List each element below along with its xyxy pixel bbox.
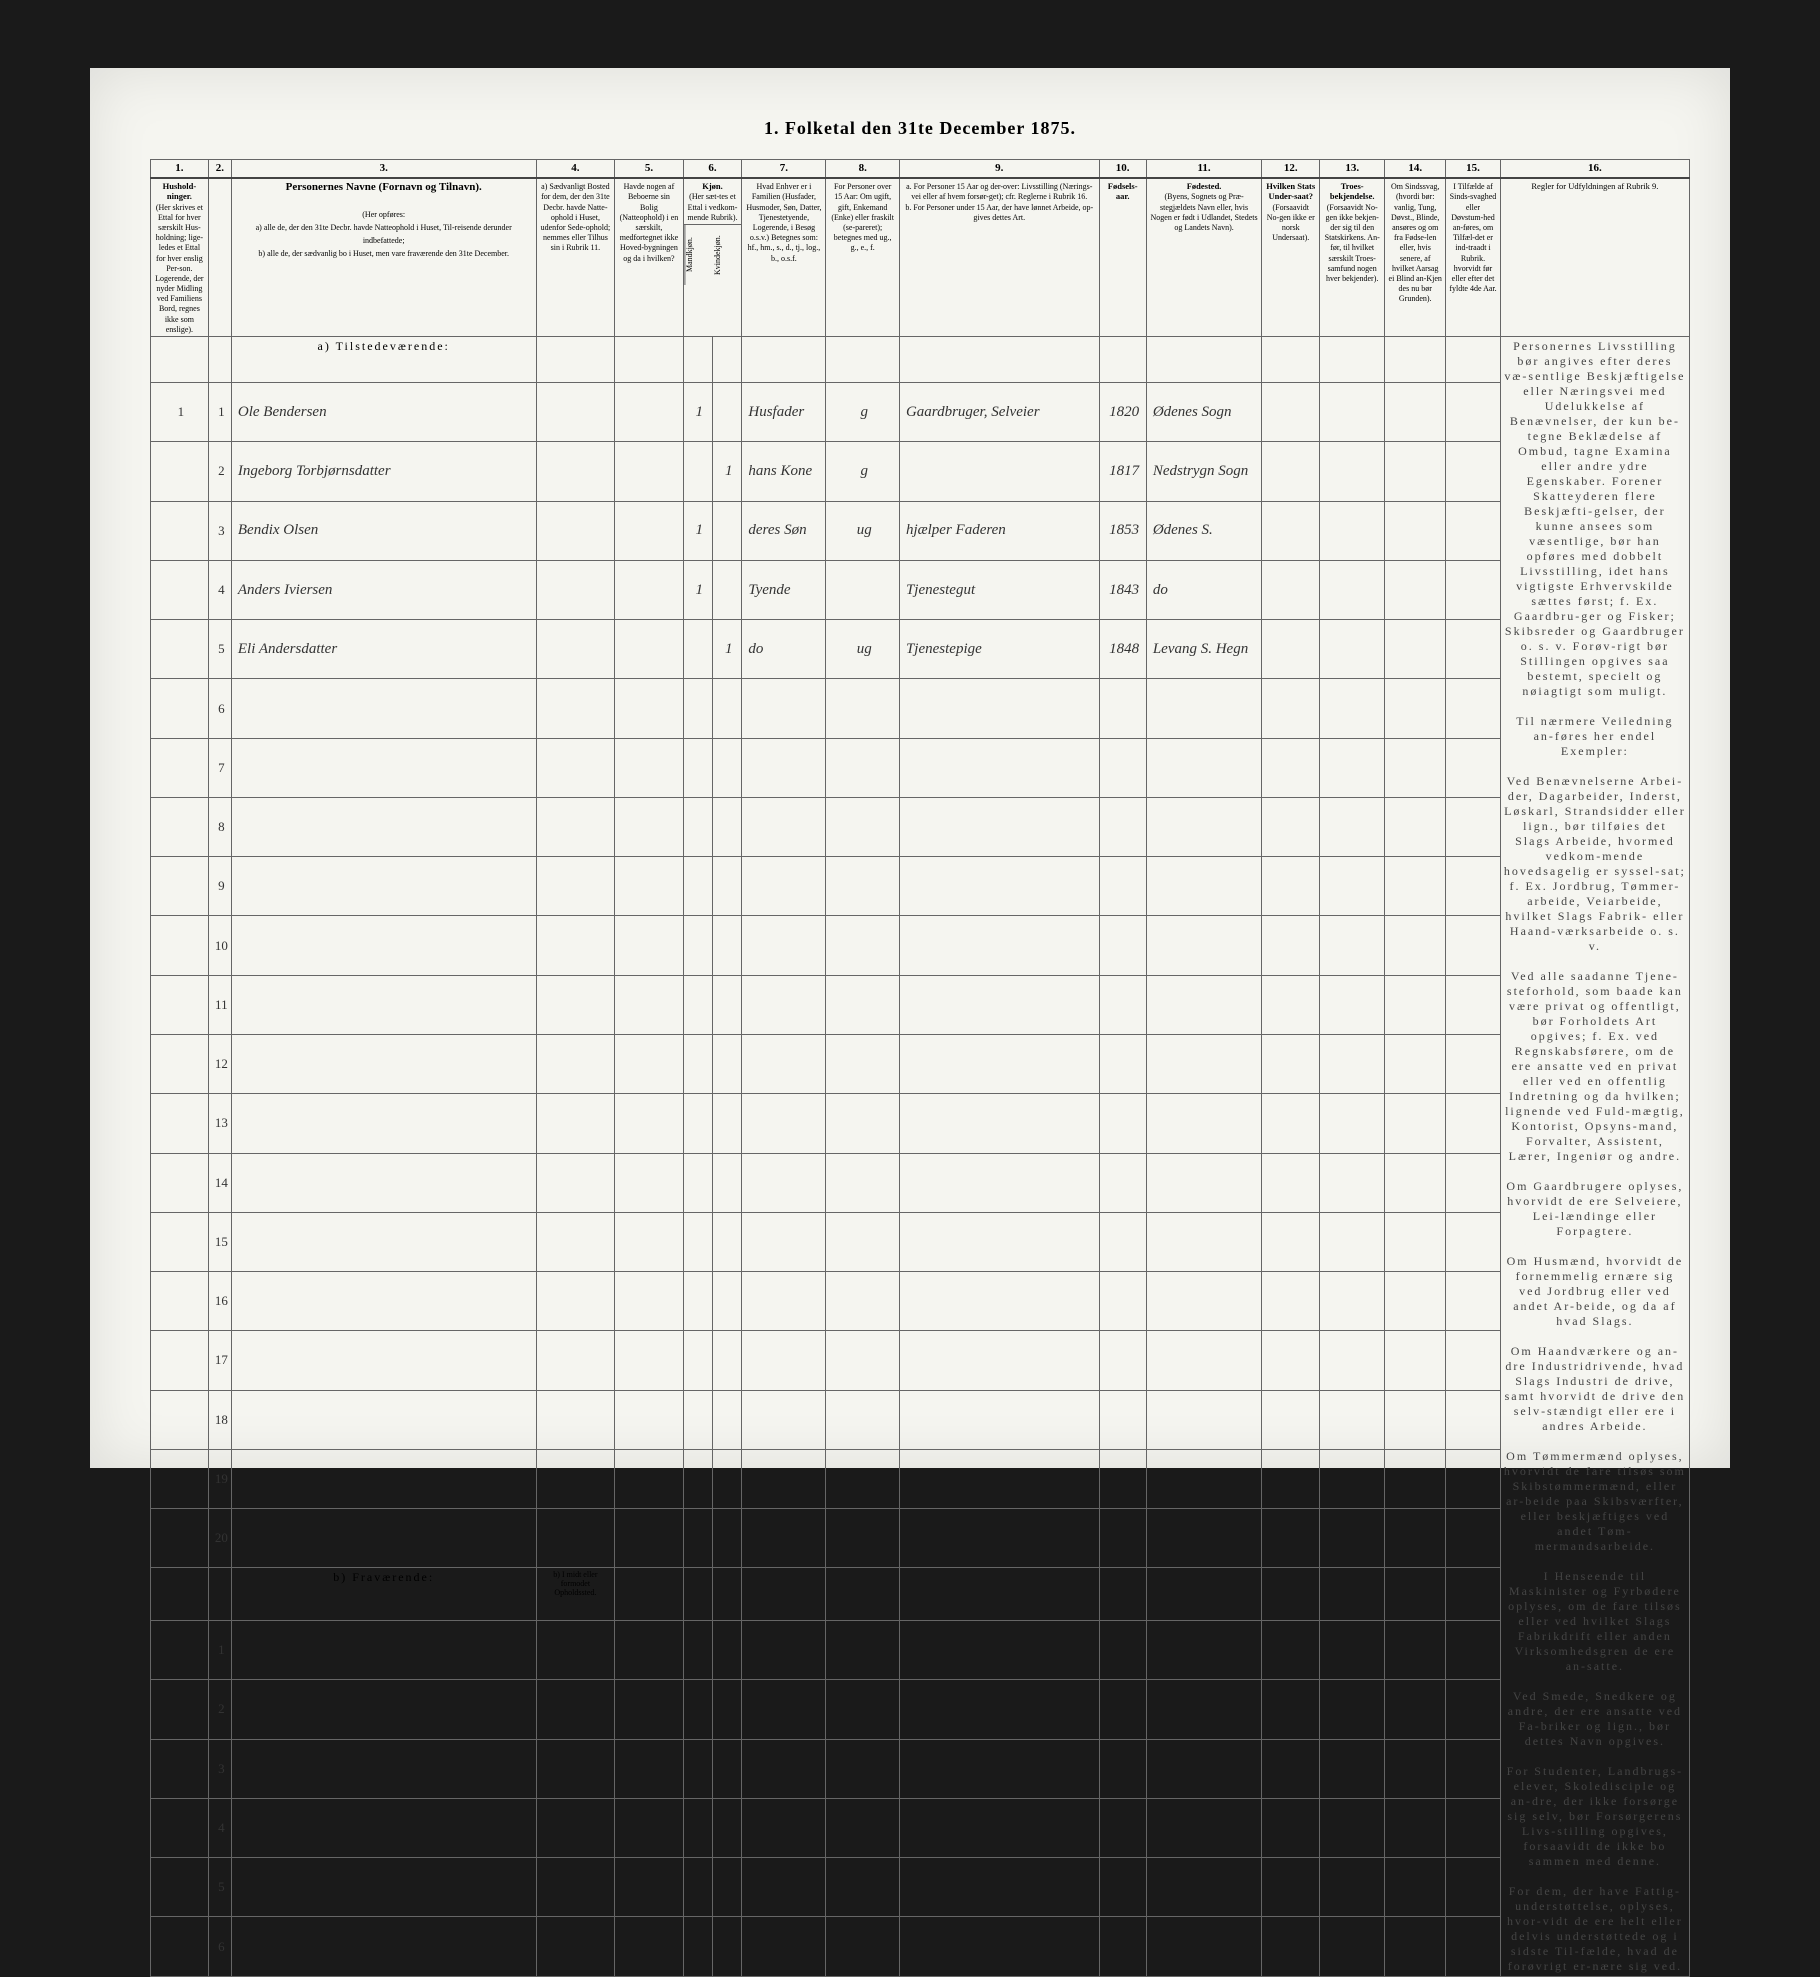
census-page: 1. Folketal den 31te December 1875. 1. 2… (90, 68, 1730, 1468)
h-occupation: a. For Personer 15 Aar og der-over: Livs… (899, 178, 1099, 336)
h-names: Personernes Navne (Fornavn og Tilnavn). … (231, 178, 536, 336)
col-3: 3. (231, 160, 536, 179)
table-row: 20 (151, 1509, 1690, 1568)
table-row: 13 (151, 1094, 1690, 1153)
table-row: 17 (151, 1331, 1690, 1390)
header-row: Hushold-ninger. (Her skrives et Ettal fo… (151, 178, 1690, 336)
table-row: 5 (151, 1858, 1690, 1917)
table-row: 12 (151, 1035, 1690, 1094)
h-blank (208, 178, 231, 336)
table-row: 3 Bendix Olsen 1 deres Søn ug hjælper Fa… (151, 501, 1690, 560)
col-2: 2. (208, 160, 231, 179)
table-row: 19 (151, 1449, 1690, 1508)
col-1: 1. (151, 160, 209, 179)
table-row: 14 (151, 1153, 1690, 1212)
table-row: 4 Anders Iviersen 1 Tyende Tjenestegut 1… (151, 560, 1690, 619)
table-row: 2 Ingeborg Torbjørnsdatter 1 hans Kone g… (151, 442, 1690, 501)
table-row: 15 (151, 1212, 1690, 1271)
col-16: 16. (1500, 160, 1689, 179)
h-households: Hushold-ninger. (Her skrives et Ettal fo… (151, 178, 209, 336)
census-table: 1. 2. 3. 4. 5. 6. 7. 8. 9. 10. 11. 12. 1… (150, 159, 1690, 1977)
table-row: 2 (151, 1680, 1690, 1739)
col-15: 15. (1446, 160, 1501, 179)
table-row: 8 (151, 797, 1690, 856)
table-row: 5 Eli Andersdatter 1 do ug Tjenestepige … (151, 620, 1690, 679)
h-religion: Troes-bekjendelse. (Forsaavidt No-gen ik… (1320, 178, 1385, 336)
col-8: 8. (826, 160, 900, 179)
table-row: 7 (151, 738, 1690, 797)
h-sex: Kjøn.(Her sæt-tes et Ettal i vedkom-mend… (683, 178, 742, 336)
page-title: 1. Folketal den 31te December 1875. (150, 118, 1690, 139)
table-row: 9 (151, 857, 1690, 916)
table-row: 16 (151, 1272, 1690, 1331)
h-building: Havde nogen af Beboerne sin Bolig (Natte… (615, 178, 683, 336)
col-12: 12. (1262, 160, 1320, 179)
table-row: 6 (151, 679, 1690, 738)
section-present: a) Tilstedeværende: Personernes Livsstil… (151, 337, 1690, 383)
h-rules: Regler for Udfyldningen af Rubrik 9. (1500, 178, 1689, 336)
h-relation: Hvad Enhver er i Familien (Husfader, Hus… (742, 178, 826, 336)
col-6: 6. (683, 160, 742, 179)
rules-text: Personernes Livsstilling bør angives eft… (1500, 337, 1689, 1977)
table-row: 18 (151, 1390, 1690, 1449)
column-number-row: 1. 2. 3. 4. 5. 6. 7. 8. 9. 10. 11. 12. 1… (151, 160, 1690, 179)
col-5: 5. (615, 160, 683, 179)
col-14: 14. (1385, 160, 1446, 179)
col-13: 13. (1320, 160, 1385, 179)
table-row: 10 (151, 916, 1690, 975)
h-disability-age: I Tilfælde af Sinds-svaghed eller Døvstu… (1446, 178, 1501, 336)
col-7: 7. (742, 160, 826, 179)
table-row: 6 (151, 1917, 1690, 1977)
table-row: 4 (151, 1798, 1690, 1857)
col-4: 4. (536, 160, 615, 179)
h-disability: Om Sindssvag, (hvordi bør: vanlig, Tung,… (1385, 178, 1446, 336)
h-nationality: Hvilken Stats Under-saat? (Forsaavidt No… (1262, 178, 1320, 336)
h-civil: For Personer over 15 Aar: Om ugift, gift… (826, 178, 900, 336)
col-10: 10. (1099, 160, 1146, 179)
table-row: 3 (151, 1739, 1690, 1798)
table-row: 11 (151, 975, 1690, 1034)
section-absent: b) Fraværende: b) I midt eller formodet … (151, 1568, 1690, 1621)
table-row: 1 1 Ole Bendersen 1 Husfader g Gaardbrug… (151, 383, 1690, 442)
h-residence: a) Sædvanligt Bosted for dem, der den 31… (536, 178, 615, 336)
col-11: 11. (1146, 160, 1262, 179)
h-birthyear: Fødsels-aar. (1099, 178, 1146, 336)
h-birthplace: Fødested. (Byens, Sognets og Præ-stegjæl… (1146, 178, 1262, 336)
col-9: 9. (899, 160, 1099, 179)
table-row: 1 (151, 1621, 1690, 1680)
